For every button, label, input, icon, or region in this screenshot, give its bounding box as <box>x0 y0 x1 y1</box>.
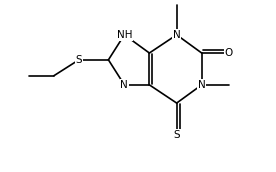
Text: N: N <box>198 80 206 90</box>
Text: N: N <box>173 30 181 40</box>
Text: S: S <box>76 55 82 65</box>
Text: NH: NH <box>116 30 132 40</box>
Text: O: O <box>225 48 233 58</box>
Text: N: N <box>121 80 128 90</box>
Text: S: S <box>173 130 180 140</box>
